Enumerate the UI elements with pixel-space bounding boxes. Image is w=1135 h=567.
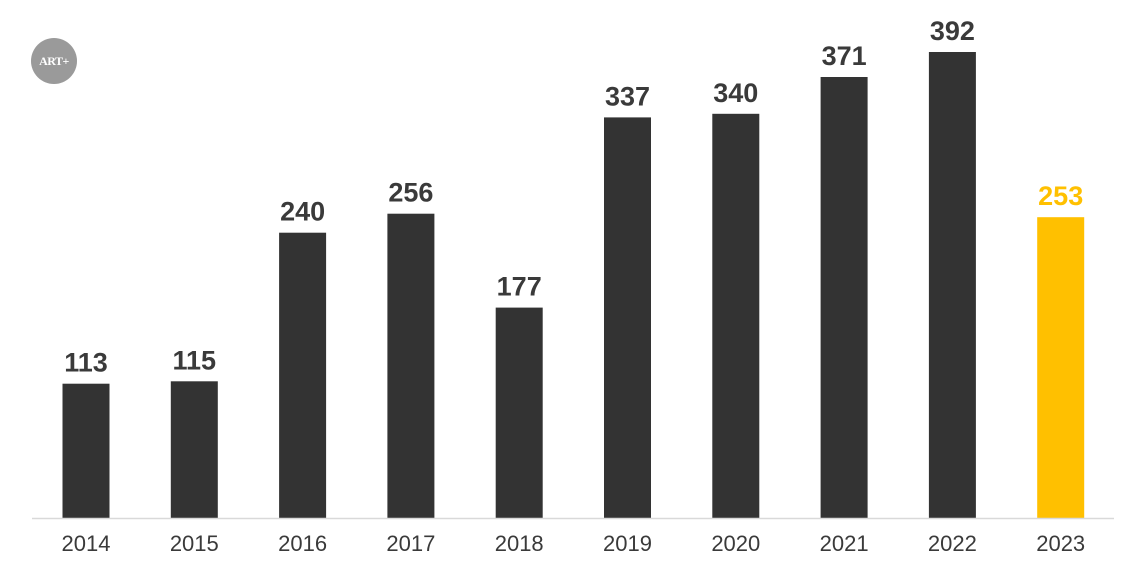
bar-2021 (820, 77, 868, 518)
bars-group (62, 52, 1085, 519)
value-label-2022: 392 (930, 16, 975, 46)
bar-2023 (1037, 217, 1085, 518)
bar-2020 (712, 113, 760, 519)
bar-2022 (928, 52, 976, 518)
value-label-2023: 253 (1038, 181, 1083, 211)
value-labels-group: 113 115 240 256 177 337 340 371 392 253 (64, 16, 1083, 378)
value-label-2018: 177 (497, 272, 542, 302)
x-tick-label-2017: 2017 (386, 531, 435, 556)
x-tick-label-2023: 2023 (1036, 531, 1085, 556)
x-tick-label-2021: 2021 (820, 531, 869, 556)
bar-2015 (170, 381, 218, 518)
x-tick-label-2014: 2014 (62, 531, 111, 556)
value-label-2021: 371 (822, 41, 867, 71)
value-label-2019: 337 (605, 81, 650, 111)
art-plus-logo: ART+ (31, 38, 77, 84)
value-label-2016: 240 (280, 197, 325, 227)
value-label-2017: 256 (388, 178, 433, 208)
bar-2017 (387, 213, 435, 518)
x-tick-label-2019: 2019 (603, 531, 652, 556)
bar-2014 (62, 383, 110, 518)
x-tick-label-2016: 2016 (278, 531, 327, 556)
x-tick-labels-group: 2014 2015 2016 2017 2018 2019 2020 2021 2022 2023 (62, 531, 1086, 556)
x-tick-label-2018: 2018 (495, 531, 544, 556)
value-label-2015: 115 (173, 345, 217, 375)
bar-2018 (495, 307, 543, 518)
x-tick-label-2015: 2015 (170, 531, 219, 556)
x-tick-label-2020: 2020 (711, 531, 760, 556)
bar-2016 (279, 232, 327, 518)
value-label-2020: 340 (713, 78, 758, 108)
bar-2019 (604, 117, 651, 519)
x-tick-label-2022: 2022 (928, 531, 977, 556)
value-label-2014: 113 (64, 348, 108, 378)
